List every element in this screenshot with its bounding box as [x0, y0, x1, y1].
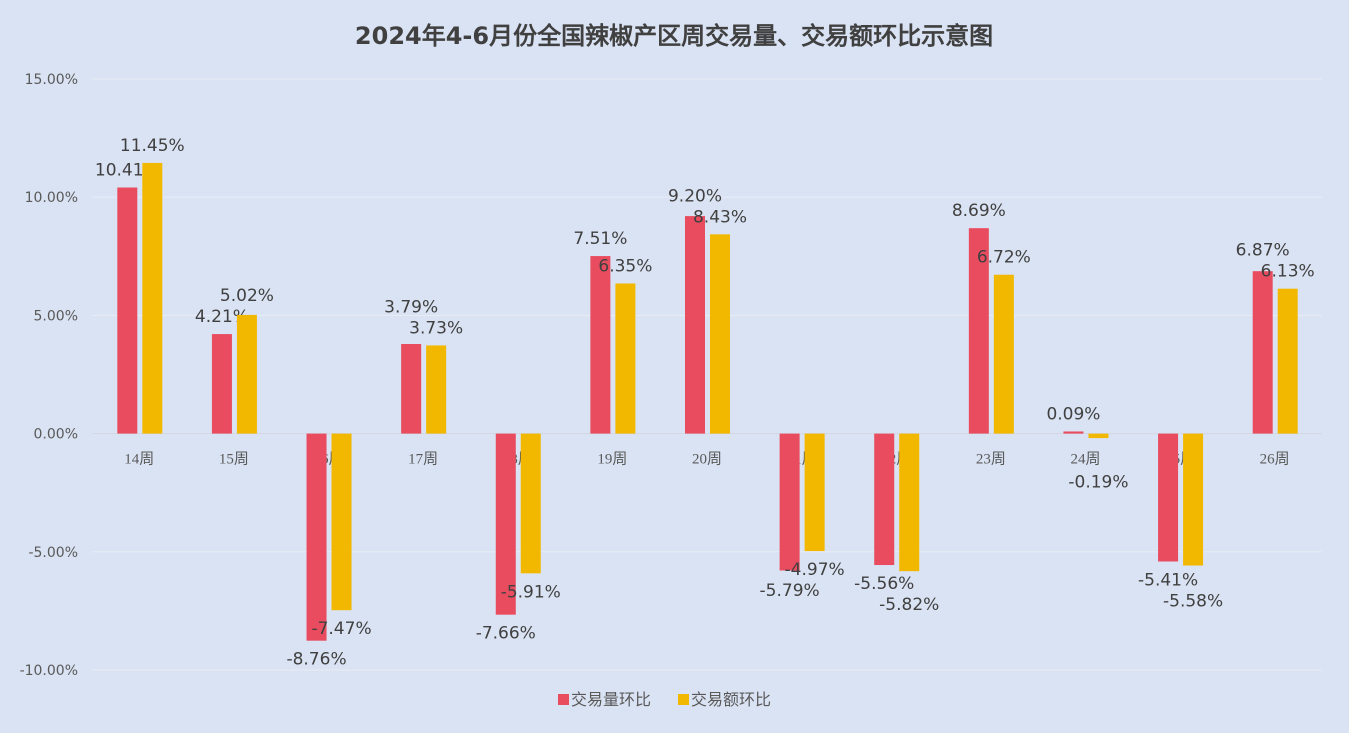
- y-tick-label: 15.00%: [25, 72, 78, 88]
- y-tick-label: 5.00%: [34, 308, 78, 324]
- bar-volume: [779, 433, 800, 571]
- bar-volume: [401, 344, 422, 434]
- data-label: -8.76%: [286, 650, 346, 670]
- data-label: 4.21%: [195, 307, 249, 327]
- data-label: 9.20%: [668, 186, 722, 206]
- bar-volume: [1158, 433, 1179, 562]
- y-tick-label: 0.00%: [34, 427, 78, 443]
- bar-volume: [306, 433, 327, 641]
- y-tick-label: -5.00%: [28, 545, 78, 561]
- bar-volume: [685, 216, 705, 434]
- bar-amount: [142, 162, 163, 434]
- data-label: -5.56%: [854, 574, 914, 594]
- x-tick-label: 19周: [597, 451, 627, 468]
- data-label: 7.51%: [573, 229, 627, 249]
- bar-amount: [236, 314, 257, 434]
- x-tick-label: 20周: [692, 451, 722, 468]
- bar-volume: [1252, 271, 1273, 434]
- data-label: 5.02%: [220, 286, 274, 306]
- data-label: 11.45%: [120, 136, 185, 156]
- bar-amount: [331, 433, 352, 611]
- data-label: -4.97%: [785, 560, 845, 580]
- bar-amount: [804, 433, 825, 552]
- x-tick-label: 23周: [976, 451, 1006, 468]
- bar-volume: [117, 187, 138, 434]
- data-label: 6.87%: [1236, 241, 1290, 261]
- bar-volume: [1063, 431, 1084, 434]
- data-label: -7.66%: [476, 624, 536, 644]
- data-label: 8.43%: [693, 207, 747, 227]
- data-label: -7.47%: [311, 619, 371, 639]
- bar-amount: [615, 283, 636, 434]
- x-tick-label: 17周: [408, 451, 438, 468]
- data-label: -5.91%: [501, 582, 561, 602]
- bar-amount: [426, 345, 447, 434]
- bar-volume: [590, 256, 611, 434]
- data-label: -5.41%: [1138, 570, 1198, 590]
- x-tick-label: 15周: [219, 451, 249, 468]
- legend-swatch: [678, 694, 689, 705]
- x-tick-label: 24周: [1070, 451, 1100, 468]
- bar-volume: [874, 433, 895, 566]
- bar-volume: [495, 433, 516, 615]
- data-label: -0.19%: [1068, 473, 1128, 493]
- data-label: -5.79%: [760, 581, 820, 601]
- data-label: 6.13%: [1261, 262, 1315, 282]
- data-label: 3.73%: [409, 318, 463, 338]
- bar-amount: [710, 234, 730, 434]
- data-label: 0.09%: [1046, 404, 1100, 424]
- bar-amount: [1088, 433, 1109, 439]
- chart-title: 2024年4-6月份全国辣椒产区周交易量、交易额环比示意图: [355, 22, 993, 50]
- legend-swatch: [558, 694, 569, 705]
- bar-amount: [1277, 288, 1298, 434]
- legend-label: 交易额环比: [691, 690, 771, 709]
- bar-amount: [520, 433, 541, 574]
- x-tick-label: 26周: [1260, 451, 1290, 468]
- bar-volume: [211, 334, 232, 434]
- data-label: -5.58%: [1163, 591, 1223, 611]
- data-label: -5.82%: [879, 595, 939, 615]
- x-tick-label: 14周: [124, 451, 154, 468]
- data-label: 8.69%: [952, 201, 1006, 221]
- data-label: 6.35%: [598, 256, 652, 276]
- bar-amount: [993, 274, 1014, 434]
- data-label: 6.72%: [977, 248, 1031, 268]
- bar-amount: [1183, 433, 1204, 566]
- y-tick-label: 10.00%: [25, 190, 78, 206]
- legend-label: 交易量环比: [571, 690, 651, 709]
- bar-volume: [968, 228, 989, 434]
- y-tick-label: -10.00%: [20, 663, 78, 679]
- data-label: 3.79%: [384, 297, 438, 317]
- bar-amount: [899, 433, 920, 572]
